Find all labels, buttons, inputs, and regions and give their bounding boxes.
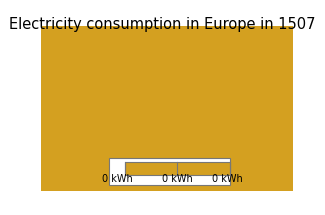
Text: 0 kWh: 0 kWh [162, 174, 193, 184]
Bar [109, 158, 229, 185]
Text: 0 kWh: 0 kWh [102, 174, 133, 184]
Text: 0 kWh: 0 kWh [212, 174, 242, 184]
Text: Electricity consumption in Europe in 1507: Electricity consumption in Europe in 150… [9, 17, 316, 32]
Bar [125, 162, 229, 175]
